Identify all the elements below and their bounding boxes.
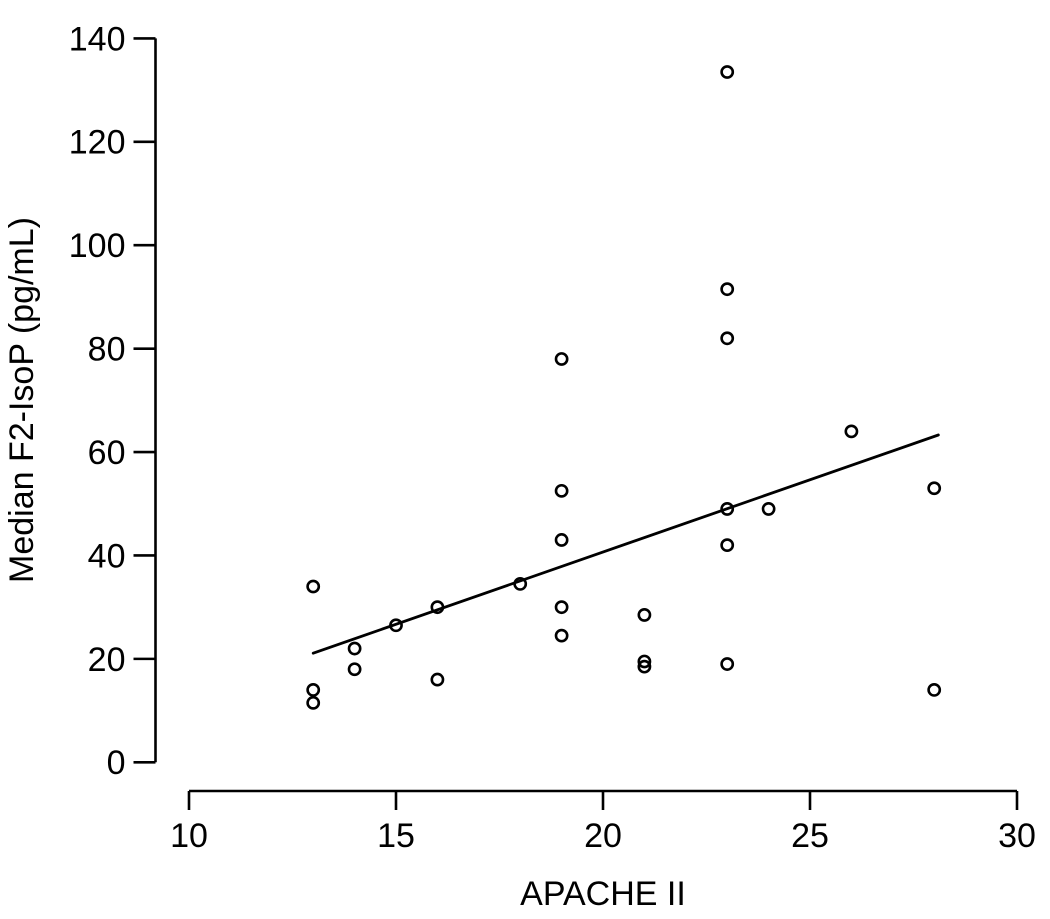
- x-axis: 10 15 20 25 30: [170, 789, 1036, 855]
- data-point: [637, 608, 652, 622]
- data-point: [720, 65, 735, 79]
- data-point: [554, 352, 569, 366]
- data-point: [720, 657, 735, 671]
- y-tick-label: 140: [69, 20, 126, 58]
- y-axis-title: Median F2-IsoP (pg/mL): [3, 217, 41, 583]
- x-tick-label: 10: [170, 817, 208, 855]
- data-point: [927, 481, 942, 496]
- data-point: [637, 654, 652, 669]
- data-point: [554, 533, 569, 547]
- data-point: [720, 538, 735, 553]
- data-point: [347, 662, 362, 677]
- data-point: [720, 502, 735, 516]
- data-point: [430, 672, 445, 687]
- y-axis: 0 20 40 60 80 100 120 140: [69, 20, 157, 782]
- y-tick-label: 100: [69, 227, 126, 265]
- regression-line-segment: [311, 433, 940, 655]
- data-point: [306, 579, 321, 594]
- y-tick-label: 0: [107, 744, 126, 782]
- data-point: [927, 683, 942, 697]
- x-tick-label: 25: [791, 817, 829, 855]
- x-tick-label: 20: [584, 817, 622, 855]
- data-point: [347, 641, 362, 656]
- data-point: [306, 683, 321, 697]
- x-tick-label: 15: [377, 817, 415, 855]
- data-point: [720, 282, 735, 297]
- data-point: [637, 659, 652, 674]
- x-tick-label: 30: [998, 817, 1036, 855]
- data-point: [430, 600, 445, 615]
- y-tick-label: 120: [69, 124, 126, 162]
- data-point: [761, 502, 776, 516]
- data-point: [554, 628, 569, 643]
- y-tick-label: 40: [88, 537, 126, 575]
- y-tick-label: 80: [88, 331, 126, 369]
- data-points: [306, 65, 942, 710]
- data-point: [720, 331, 735, 346]
- data-point: [513, 577, 528, 591]
- regression-line: [311, 433, 940, 655]
- data-point: [554, 483, 569, 498]
- data-point: [306, 695, 321, 710]
- data-point: [844, 424, 859, 439]
- data-point: [389, 618, 403, 633]
- y-tick-label: 60: [88, 434, 126, 472]
- y-tick-label: 20: [88, 641, 126, 679]
- data-point: [554, 600, 569, 615]
- x-axis-title: APACHE II: [520, 875, 686, 913]
